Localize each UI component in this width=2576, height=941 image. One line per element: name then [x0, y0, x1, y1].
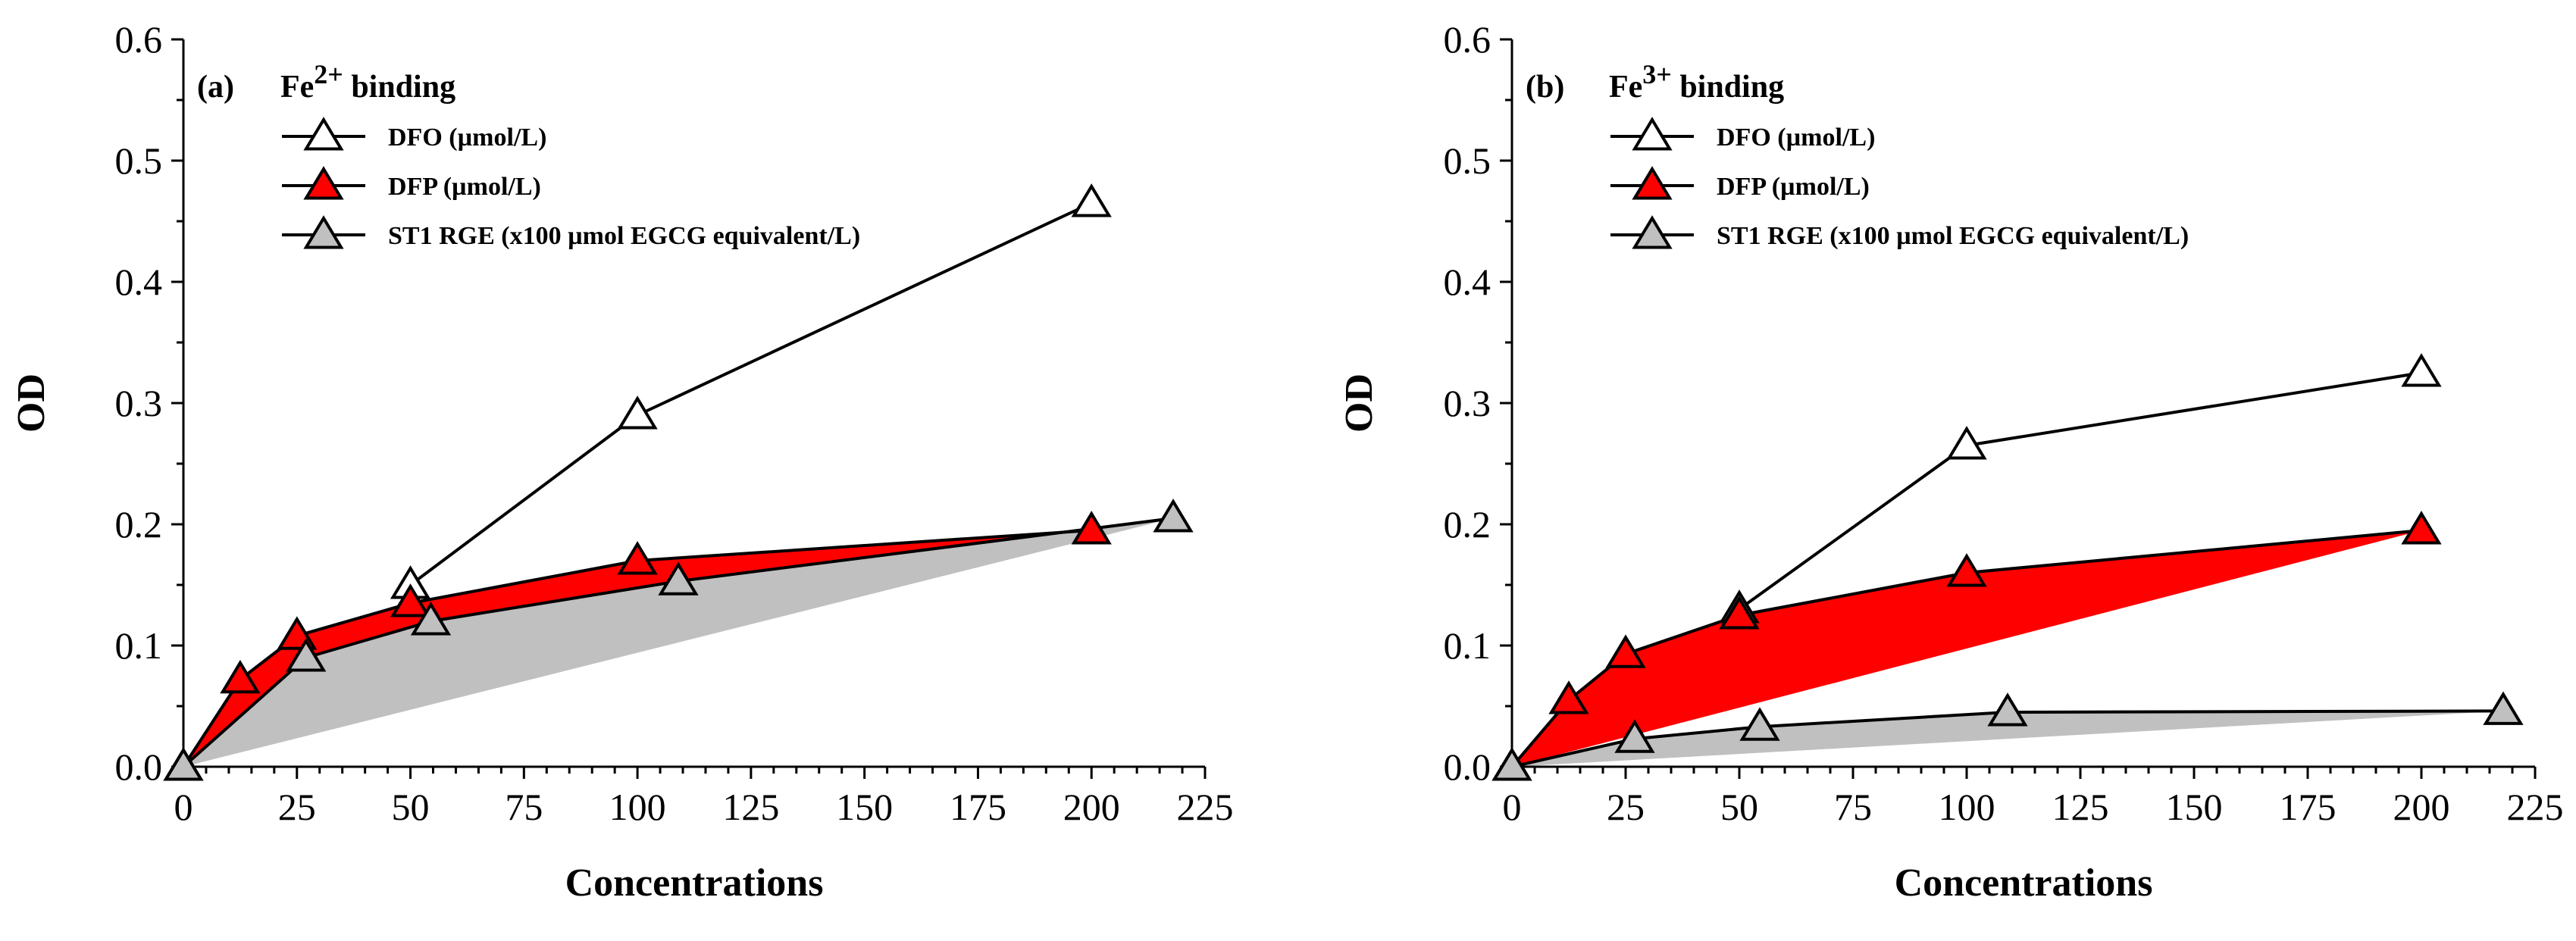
- x-tick-label: 0: [174, 786, 193, 828]
- legend-marker: [1632, 166, 1673, 200]
- data-point-s1: [617, 395, 658, 430]
- panel-label: (a): [197, 70, 234, 105]
- legend-marker: [1632, 117, 1673, 151]
- series-fill-3: [183, 518, 1174, 767]
- y-tick-label: 0.4: [1444, 261, 1491, 303]
- series-fill-2: [1512, 530, 2421, 767]
- legend-marker: [1632, 215, 1673, 249]
- x-tick-label: 175: [2280, 786, 2337, 828]
- y-tick-label: 0.3: [1444, 382, 1491, 424]
- y-tick-label: 0.1: [1444, 624, 1491, 667]
- x-tick-label: 100: [1939, 786, 1995, 828]
- panel-title: Fe2+ binding: [280, 59, 455, 105]
- data-point-s3: [1987, 692, 2028, 727]
- x-axis-title: Concentrations: [1895, 861, 2153, 905]
- data-point-s2: [2401, 511, 2442, 545]
- x-tick-label: 125: [722, 786, 779, 828]
- data-point-s3: [1739, 707, 1780, 741]
- x-tick-label: 100: [609, 786, 666, 828]
- legend-label: ST1 RGE (x100 µmol EGCG equivalent/L): [388, 222, 860, 250]
- data-point-s3: [658, 561, 699, 596]
- data-point-s3: [286, 638, 327, 672]
- data-point-s3: [2483, 691, 2524, 725]
- x-tick-label: 150: [836, 786, 893, 828]
- y-tick-label: 0.3: [115, 382, 163, 424]
- data-point-s2: [1071, 511, 1112, 545]
- legend-label: DFO (µmol/L): [388, 123, 546, 152]
- legend-marker: [303, 215, 344, 249]
- panel-title: Fe3+ binding: [1609, 59, 1784, 105]
- legend-label: ST1 RGE (x100 µmol EGCG equivalent/L): [1717, 222, 2189, 250]
- data-point-s3: [410, 602, 452, 636]
- x-tick-label: 200: [2393, 786, 2450, 828]
- x-tick-label: 75: [505, 786, 543, 828]
- data-point-s2: [617, 541, 658, 575]
- x-tick-label: 25: [278, 786, 316, 828]
- x-tick-label: 0: [1503, 786, 1522, 828]
- data-point-s1: [2401, 353, 2442, 387]
- x-tick-label: 150: [2166, 786, 2223, 828]
- y-tick-label: 0.0: [1444, 746, 1491, 788]
- x-tick-label: 175: [950, 786, 1006, 828]
- data-point-s2: [220, 659, 261, 694]
- data-point-s2: [1946, 553, 1987, 587]
- y-tick-label: 0.2: [115, 503, 163, 546]
- x-tick-label: 25: [1607, 786, 1645, 828]
- data-point-s2: [1548, 680, 1589, 714]
- x-tick-label: 125: [2052, 786, 2109, 828]
- data-point-s3: [1491, 747, 1532, 781]
- legend-label: DFP (µmol/L): [1717, 173, 1870, 201]
- y-tick-label: 0.2: [1444, 503, 1491, 546]
- chart-panel-b: 0.0 0.1 0.2 0.3 0.4 0.5 0.6 0 25 50 75 100 125 150 175…: [1338, 18, 2564, 905]
- y-axis-title: OD: [1338, 374, 1381, 433]
- data-point-s3: [1153, 499, 1194, 533]
- data-point-s2: [390, 583, 431, 617]
- x-tick-label: 50: [392, 786, 430, 828]
- series-line-1: [409, 202, 1093, 586]
- y-tick-label: 0.6: [115, 18, 163, 61]
- x-tick-label: 225: [1177, 786, 1234, 828]
- y-tick-label: 0.5: [115, 139, 163, 182]
- legend-marker: [303, 166, 344, 200]
- x-tick-label: 225: [2507, 786, 2564, 828]
- legend-label: DFO (µmol/L): [1717, 123, 1875, 152]
- y-tick-label: 0.6: [1444, 18, 1491, 61]
- x-tick-label: 200: [1063, 786, 1120, 828]
- data-point-s3: [163, 747, 204, 781]
- panel-label: (b): [1526, 70, 1564, 105]
- x-axis-title: Concentrations: [565, 861, 824, 905]
- series-fill-3: [1512, 711, 2503, 767]
- data-point-s2: [1719, 596, 1760, 630]
- y-tick-label: 0.4: [115, 261, 163, 303]
- data-point-s1: [1946, 426, 1987, 460]
- x-tick-label: 75: [1834, 786, 1872, 828]
- y-tick-label: 0.0: [115, 746, 163, 788]
- series-line-2: [182, 529, 1092, 768]
- y-tick-label: 0.1: [115, 624, 163, 667]
- data-point-s1: [1071, 183, 1112, 217]
- data-point-s2: [1605, 634, 1646, 668]
- legend-marker: [303, 117, 344, 151]
- y-axis-title: OD: [10, 374, 53, 433]
- data-point-s3: [1614, 719, 1655, 753]
- legend-label: DFP (µmol/L): [388, 173, 541, 201]
- y-tick-label: 0.5: [1444, 139, 1491, 182]
- x-tick-label: 50: [1720, 786, 1758, 828]
- chart-panel-a: 0.0 0.1 0.2 0.3 0.4 0.5 0.6 0 25 50 75 100 125 150 175…: [10, 18, 1234, 905]
